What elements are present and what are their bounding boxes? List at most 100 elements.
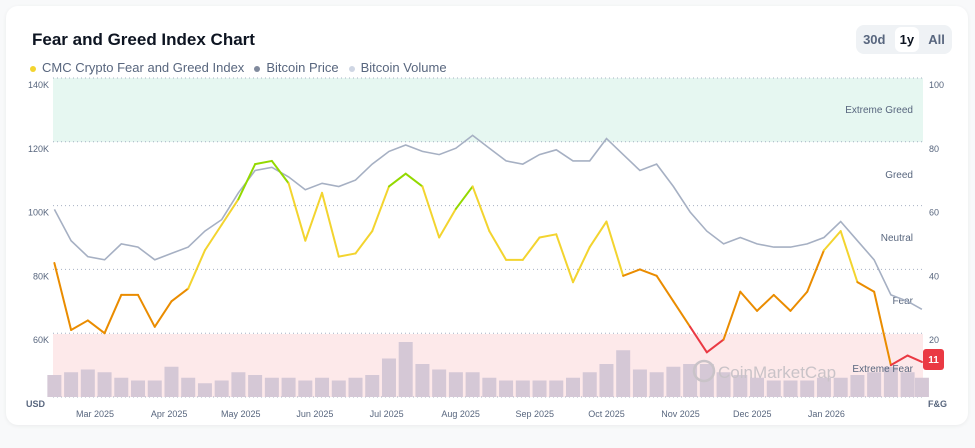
volume-bar [164,366,179,397]
fng-line-segment [538,233,558,239]
x-axis-tick: May 2025 [221,409,261,419]
page-title: Fear and Greed Index Chart [32,30,255,49]
volume-bar [97,372,112,397]
fng-line-segment [889,354,909,367]
volume-bar [482,377,497,397]
volume-bar [833,377,848,397]
legend-item-volume[interactable]: Bitcoin Volume [348,60,447,75]
volume-bar [248,375,263,397]
volume-bar [231,372,246,397]
fng-line-segment [839,230,859,284]
zone-label: Extreme Greed [845,105,913,116]
fng-line-segment [137,293,156,328]
x-axis-tick: Jul 2025 [370,409,404,419]
fng-line-segment [304,191,324,242]
fng-line-segment [756,293,775,312]
x-axis-tick: Jun 2025 [296,409,333,419]
watermark: CoinMarketCap [718,363,836,382]
volume-bar [381,358,396,397]
fng-line-segment [53,262,73,332]
fng-line-segment [772,293,792,312]
fng-line-segment [638,268,658,277]
zone-label: Neutral [881,233,913,244]
price-line [53,134,923,310]
volume-bar [914,377,929,397]
x-axis-tick: Apr 2025 [151,409,188,419]
fng-line-segment [488,230,508,261]
zone-label: Fear [892,296,913,307]
left-axis-label: USD [26,399,46,409]
fng-line-segment [170,287,190,303]
fng-line-segment [672,300,692,328]
current-value-badge [923,349,944,370]
fng-line-segment [739,290,759,312]
legend: CMC Crypto Fear and Greed Index Bitcoin … [30,60,447,75]
volume-bar [264,377,279,397]
volume-bar [398,342,413,397]
coinmarketcap-logo-icon [692,359,716,383]
right-axis-tick: 80 [929,144,939,154]
zone-label: Extreme Fear [852,364,913,375]
fng-line-segment [655,274,675,303]
range-all-button[interactable]: All [928,32,945,47]
right-axis-tick: 60 [929,208,939,218]
left-axis-tick: 60K [33,335,49,345]
fng-line-segment [404,172,424,188]
zone-label: Greed [885,170,913,181]
left-axis-tick: 120K [28,144,49,154]
current-value: 11 [928,355,939,366]
fng-line-segment [722,290,742,341]
legend-dot-icon [348,65,355,72]
range-selector: 30d 1y All [856,25,952,54]
volume-bar [532,380,547,397]
volume-bar [632,369,647,397]
volume-bar [733,375,748,397]
volume-bar [147,380,162,397]
volume-bar [515,380,530,397]
fng-line-segment [387,172,407,188]
fng-line-segment [354,230,374,255]
volume-bar [131,380,146,397]
fng-line-segment [70,319,89,332]
fng-line-segment [86,319,106,335]
volume-bar [649,372,664,397]
volume-bar [549,380,564,397]
right-axis-tick: 100 [929,80,944,90]
fng-line-segment [555,233,574,284]
fng-line-segment [605,220,625,277]
volume-bar [716,372,731,397]
fng-line-segment [806,249,825,293]
fng-line-segment [153,300,173,328]
volume-bar [800,380,815,397]
x-axis-tick: Oct 2025 [588,409,625,419]
volume-bar [448,372,463,397]
fng-line-segment [471,185,491,233]
legend-item-fng[interactable]: CMC Crypto Fear and Greed Index [30,60,244,75]
volume-bar [298,380,313,397]
fng-line-segment [220,198,240,226]
volume-bar [80,369,95,397]
volume-bar [348,377,363,397]
volume-bar [181,377,196,397]
volume-bar [432,369,447,397]
volume-bar [114,377,129,397]
range-1y-button[interactable]: 1y [894,27,920,52]
fng-line-segment [789,290,809,312]
fng-line-segment [454,185,474,210]
legend-label: Bitcoin Volume [360,60,447,75]
volume-bar [499,380,514,397]
volume-bar [331,380,346,397]
fng-line-segment [421,185,441,239]
x-axis-tick: Mar 2025 [76,409,114,419]
fng-line-segment [371,185,390,233]
legend-item-price[interactable]: Bitcoin Price [254,60,339,75]
volume-bar [315,377,330,397]
volume-bar [197,383,212,397]
volume-bar [47,375,62,397]
volume-bar [465,372,480,397]
fng-line-segment [705,338,725,354]
range-30d-button[interactable]: 30d [863,32,886,47]
volume-bar [666,366,681,397]
legend-label: CMC Crypto Fear and Greed Index [42,60,245,75]
fng-line-segment [906,354,923,363]
